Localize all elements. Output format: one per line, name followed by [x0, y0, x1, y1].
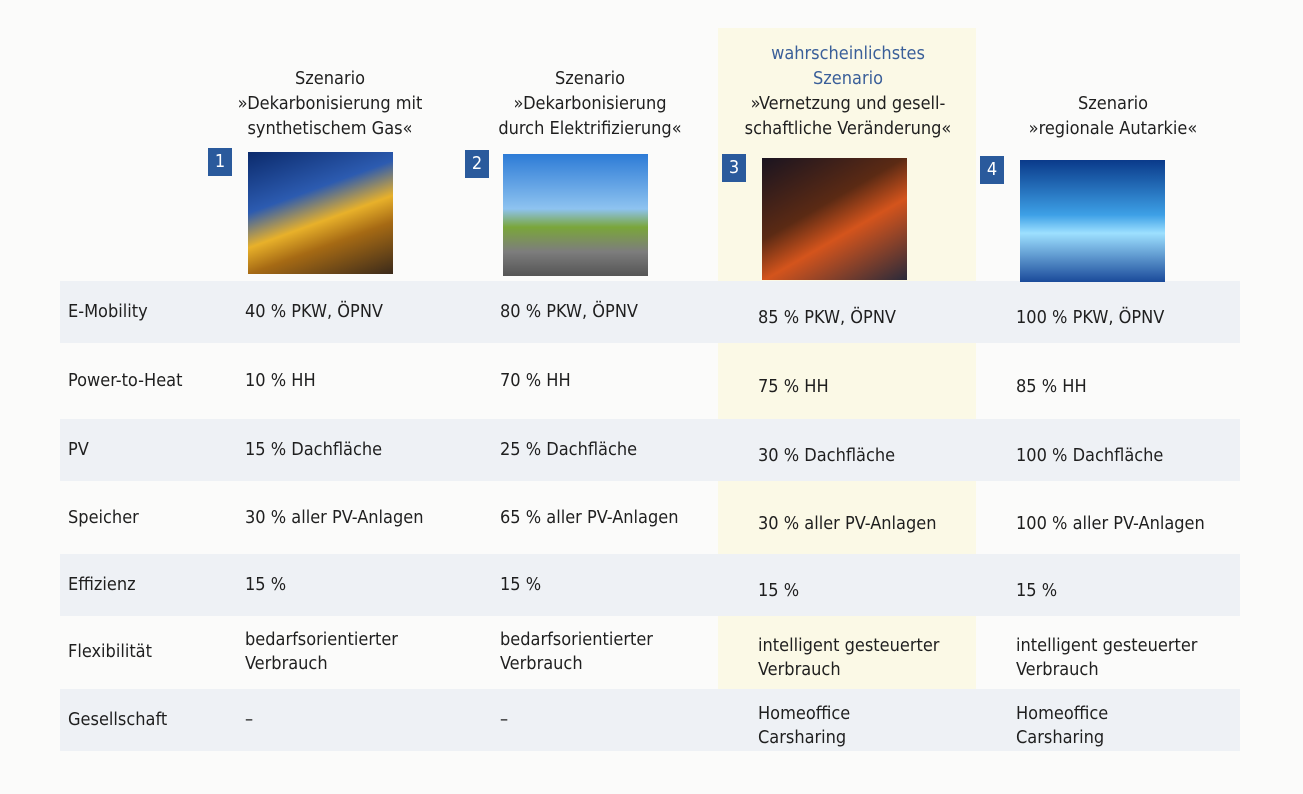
- row-label: Effizienz: [68, 573, 136, 597]
- cell-text: 75 % HH: [758, 375, 829, 399]
- cell-text: 15 %: [758, 579, 799, 603]
- row-label: E-Mobility: [68, 300, 148, 324]
- cell-text: 100 % aller PV-Anlagen: [1016, 512, 1205, 536]
- scenario-number: 3: [722, 154, 746, 182]
- scenario-number: 2: [465, 150, 489, 178]
- scenario-heading: durch Elektrifizierung«: [440, 117, 740, 141]
- row-band: [60, 554, 1240, 616]
- cell-text: Homeoffice: [758, 702, 850, 726]
- scenario-image: [248, 152, 393, 274]
- cell-text: 15 %: [245, 573, 286, 597]
- scenario-heading: wahrscheinlichstes: [698, 42, 998, 66]
- row-label: PV: [68, 438, 89, 462]
- cell-text: intelligent gesteuerter: [758, 634, 939, 658]
- row-label: Flexibilität: [68, 640, 152, 664]
- cell-text: Verbrauch: [1016, 658, 1099, 682]
- scenario-image: [1020, 160, 1165, 282]
- scenario-heading: Szenario: [698, 67, 998, 91]
- row-label: Gesellschaft: [68, 708, 167, 732]
- cell-text: Carsharing: [758, 726, 846, 750]
- scenario-image: [503, 154, 648, 276]
- cell-text: 65 % aller PV-Anlagen: [500, 506, 678, 530]
- cell-text: bedarfsorientierter: [245, 628, 398, 652]
- cell-text: bedarfsorientierter: [500, 628, 653, 652]
- cell-text: 15 %: [500, 573, 541, 597]
- cell-text: 30 % aller PV-Anlagen: [245, 506, 423, 530]
- cell-text: 25 % Dachfläche: [500, 438, 637, 462]
- cell-text: 30 % Dachfläche: [758, 444, 895, 468]
- cell-text: 30 % aller PV-Anlagen: [758, 512, 936, 536]
- cell-text: 85 % HH: [1016, 375, 1087, 399]
- cell-text: 85 % PKW, ÖPNV: [758, 306, 896, 330]
- scenario-heading: synthetischem Gas«: [180, 117, 480, 141]
- scenario-number: 1: [208, 148, 232, 176]
- row-label: Speicher: [68, 506, 139, 530]
- scenario-heading: Szenario: [963, 92, 1263, 116]
- scenario-heading: Szenario: [440, 67, 740, 91]
- scenario-number: 4: [980, 156, 1004, 184]
- cell-text: 100 % PKW, ÖPNV: [1016, 306, 1164, 330]
- cell-text: 10 % HH: [245, 369, 316, 393]
- cell-text: Verbrauch: [500, 652, 583, 676]
- scenario-heading: Szenario: [180, 67, 480, 91]
- cell-text: 15 % Dachfläche: [245, 438, 382, 462]
- cell-text: Verbrauch: [758, 658, 841, 682]
- cell-text: 40 % PKW, ÖPNV: [245, 300, 383, 324]
- scenario-heading: »Vernetzung und gesell-: [698, 92, 998, 116]
- scenario-heading: schaftliche Veränderung«: [698, 117, 998, 141]
- cell-text: 15 %: [1016, 579, 1057, 603]
- cell-text: –: [245, 708, 253, 732]
- scenario-image: [762, 158, 907, 280]
- scenario-heading: »regionale Autarkie«: [963, 117, 1263, 141]
- cell-text: 100 % Dachfläche: [1016, 444, 1163, 468]
- cell-text: Homeoffice: [1016, 702, 1108, 726]
- page: Szenario»Dekarbonisierung mitsynthetisch…: [0, 0, 1303, 794]
- cell-text: Verbrauch: [245, 652, 328, 676]
- cell-text: 70 % HH: [500, 369, 571, 393]
- cell-text: –: [500, 708, 508, 732]
- scenario-heading: »Dekarbonisierung mit: [180, 92, 480, 116]
- cell-text: 80 % PKW, ÖPNV: [500, 300, 638, 324]
- cell-text: intelligent gesteuerter: [1016, 634, 1197, 658]
- scenario-heading: »Dekarbonisierung: [440, 92, 740, 116]
- cell-text: Carsharing: [1016, 726, 1104, 750]
- row-label: Power-to-Heat: [68, 369, 182, 393]
